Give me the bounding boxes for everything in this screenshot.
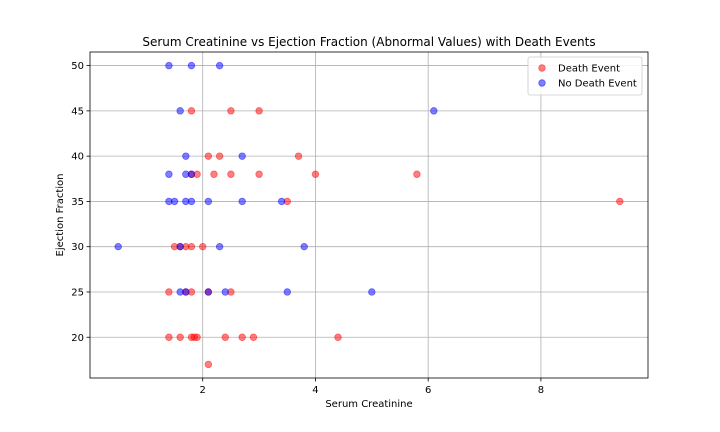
data-point — [204, 197, 213, 206]
data-point — [210, 170, 218, 178]
data-point — [249, 333, 258, 341]
data-point — [114, 242, 122, 251]
data-point — [255, 107, 263, 115]
data-point — [187, 61, 196, 70]
data-point — [413, 170, 421, 178]
legend: Death Event No Death Event — [527, 56, 643, 96]
data-point — [182, 288, 190, 296]
plot-frame — [89, 51, 649, 379]
y-tick-label: 45 — [71, 106, 84, 117]
x-tick-label: 8 — [538, 385, 544, 396]
y-tick-label: 50 — [71, 61, 84, 72]
y-tick-label: 30 — [71, 242, 84, 253]
data-point — [187, 197, 196, 206]
data-point — [182, 152, 190, 160]
data-point — [176, 333, 184, 341]
data-point — [300, 242, 308, 251]
data-point — [215, 152, 224, 160]
data-point — [187, 242, 196, 251]
data-point — [277, 197, 286, 206]
data-point — [227, 170, 235, 178]
y-tick-label: 35 — [71, 197, 84, 208]
chart-title: Serum Creatinine vs Ejection Fraction (A… — [142, 35, 595, 49]
data-point — [176, 107, 184, 115]
data-point — [165, 288, 173, 296]
data-point — [616, 197, 624, 206]
data-point — [187, 107, 196, 115]
data-point — [176, 242, 184, 251]
data-point — [187, 170, 196, 178]
data-point — [238, 152, 246, 160]
data-point — [165, 333, 173, 341]
y-axis-label: Ejection Fraction — [55, 174, 66, 257]
legend-marker — [538, 79, 546, 87]
x-tick-label: 6 — [425, 385, 431, 396]
x-tick-label: 4 — [312, 385, 318, 396]
data-point — [165, 61, 173, 70]
data-point — [221, 333, 229, 341]
data-point — [199, 242, 207, 251]
data-point — [221, 288, 229, 296]
data-point — [368, 288, 376, 296]
data-point — [283, 288, 291, 296]
legend-label: Death Event — [558, 64, 620, 75]
data-point — [204, 360, 213, 369]
data-point — [204, 288, 213, 296]
data-point — [193, 333, 201, 341]
data-point — [204, 152, 213, 160]
data-point — [334, 333, 342, 341]
legend-label: No Death Event — [558, 79, 637, 90]
data-point — [238, 197, 246, 206]
data-point — [215, 61, 224, 70]
data-point — [255, 170, 263, 178]
data-point — [170, 197, 179, 206]
data-point — [165, 170, 173, 178]
data-point — [311, 170, 320, 178]
y-tick-label: 20 — [71, 333, 84, 344]
legend-box — [527, 56, 643, 96]
series-no-death-event — [114, 61, 438, 296]
legend-marker — [538, 64, 546, 72]
data-point — [430, 107, 438, 115]
x-axis-label: Serum Creatinine — [325, 399, 412, 410]
data-point — [294, 152, 303, 160]
y-tick-label: 25 — [71, 287, 84, 298]
data-point — [238, 333, 246, 341]
data-point — [215, 242, 224, 251]
y-tick-label: 40 — [71, 152, 84, 163]
data-point — [227, 107, 235, 115]
x-tick-label: 2 — [200, 385, 206, 396]
